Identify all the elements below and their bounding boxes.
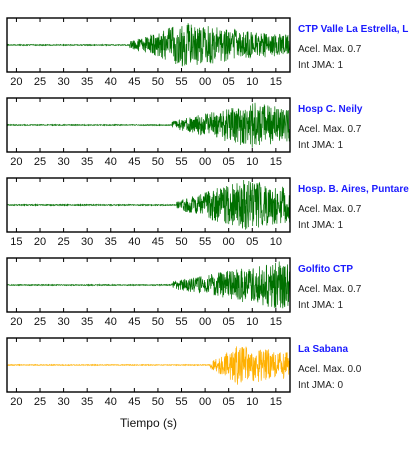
x-tick-label: 05 — [223, 316, 235, 328]
x-tick-label: 20 — [10, 76, 22, 88]
x-tick-label: 35 — [105, 236, 117, 248]
x-tick-label: 00 — [199, 76, 211, 88]
panel-3: 15 20 25 30 35 40 45 50 55 00 05 10 Hosp. B. Aires, … — [6, 177, 409, 248]
x-tick-label: 00 — [199, 396, 211, 408]
x-tick-label: 30 — [57, 396, 69, 408]
x-tick-label: 50 — [175, 236, 187, 248]
x-tick-label: 45 — [128, 76, 140, 88]
x-tick-label: 40 — [105, 396, 117, 408]
x-tick-label: 50 — [152, 76, 164, 88]
x-tick-label: 25 — [34, 156, 46, 168]
panel-2: 20 25 30 35 40 45 50 55 00 05 10 15 Hosp C. Neily Ace… — [6, 97, 363, 168]
x-tick-label: 10 — [270, 236, 282, 248]
x-tick-label: 15 — [270, 76, 282, 88]
x-tick-label: 45 — [128, 316, 140, 328]
jma-intensity-label: Int JMA: 1 — [298, 220, 343, 231]
x-tick-label: 10 — [246, 396, 258, 408]
x-tick-label: 00 — [223, 236, 235, 248]
panel-5: 20 25 30 35 40 45 50 55 00 05 10 15 La Sabana Acel. M… — [6, 337, 362, 408]
x-tick-label: 05 — [223, 156, 235, 168]
x-tick-label: 30 — [57, 76, 69, 88]
x-tick-label: 10 — [246, 156, 258, 168]
acel-max-label: Acel. Max. 0.7 — [298, 204, 362, 215]
x-tick-label: 20 — [10, 156, 22, 168]
x-tick-label: 55 — [199, 236, 211, 248]
jma-intensity-label: Int JMA: 1 — [298, 60, 343, 71]
x-tick-label: 25 — [34, 76, 46, 88]
waveform-trace — [6, 346, 291, 385]
x-tick-label: 15 — [270, 316, 282, 328]
x-tick-label: 35 — [81, 156, 93, 168]
x-tick-label: 25 — [57, 236, 69, 248]
jma-intensity-label: Int JMA: 1 — [298, 140, 343, 151]
waveform-trace — [6, 102, 291, 148]
x-tick-label: 20 — [10, 396, 22, 408]
plot-frame — [6, 337, 291, 393]
x-tick-label: 55 — [175, 76, 187, 88]
x-tick-label: 30 — [57, 316, 69, 328]
x-tick-label: 20 — [34, 236, 46, 248]
x-tick-label: 35 — [81, 396, 93, 408]
panel-4: 20 25 30 35 40 45 50 55 00 05 10 15 Golfito CTP Acel.… — [6, 257, 362, 328]
x-tick-label: 20 — [10, 316, 22, 328]
jma-intensity-label: Int JMA: 1 — [298, 300, 343, 311]
x-tick-label: 40 — [105, 156, 117, 168]
x-tick-label: 00 — [199, 316, 211, 328]
station-name: Golfito CTP — [298, 264, 353, 275]
x-tick-label: 40 — [105, 76, 117, 88]
x-axis-title: Tiempo (s) — [120, 416, 177, 430]
x-tick-label: 40 — [128, 236, 140, 248]
x-tick-label: 30 — [81, 236, 93, 248]
station-name: Hosp. B. Aires, Puntare — [298, 184, 409, 195]
station-name: Hosp C. Neily — [298, 104, 363, 115]
x-tick-label: 25 — [34, 396, 46, 408]
x-tick-label: 55 — [175, 156, 187, 168]
x-tick-label: 55 — [175, 316, 187, 328]
waveform-trace — [6, 261, 291, 309]
plot-frame — [6, 97, 291, 153]
plot-frame — [6, 257, 291, 313]
x-tick-label: 05 — [223, 396, 235, 408]
x-tick-label: 30 — [57, 156, 69, 168]
acel-max-label: Acel. Max. 0.7 — [298, 44, 362, 55]
x-tick-label: 55 — [175, 396, 187, 408]
x-tick-label: 35 — [81, 76, 93, 88]
x-tick-label: 40 — [105, 316, 117, 328]
x-tick-label: 05 — [223, 76, 235, 88]
plot-frame — [6, 177, 291, 233]
station-name: CTP Valle La Estrella, L — [298, 24, 408, 35]
waveform-trace — [6, 179, 291, 230]
panel-1: 20 25 30 35 40 45 50 55 00 05 10 15 CTP Valle La Est… — [6, 17, 408, 88]
acel-max-label: Acel. Max. 0.0 — [298, 364, 362, 375]
x-tick-label: 50 — [152, 316, 164, 328]
station-name: La Sabana — [298, 344, 348, 355]
x-tick-label: 45 — [152, 236, 164, 248]
x-tick-label: 25 — [34, 316, 46, 328]
x-tick-label: 10 — [246, 316, 258, 328]
x-tick-label: 15 — [10, 236, 22, 248]
waveform-trace — [6, 23, 291, 67]
x-tick-label: 45 — [128, 156, 140, 168]
x-tick-label: 05 — [246, 236, 258, 248]
x-tick-label: 50 — [152, 396, 164, 408]
x-tick-label: 10 — [246, 76, 258, 88]
acel-max-label: Acel. Max. 0.7 — [298, 284, 362, 295]
x-tick-label: 15 — [270, 396, 282, 408]
x-tick-label: 15 — [270, 156, 282, 168]
plot-frame — [6, 17, 291, 73]
jma-intensity-label: Int JMA: 0 — [298, 380, 343, 391]
acel-max-label: Acel. Max. 0.7 — [298, 124, 362, 135]
x-tick-label: 00 — [199, 156, 211, 168]
x-tick-label: 45 — [128, 396, 140, 408]
x-tick-label: 35 — [81, 316, 93, 328]
x-tick-label: 50 — [152, 156, 164, 168]
